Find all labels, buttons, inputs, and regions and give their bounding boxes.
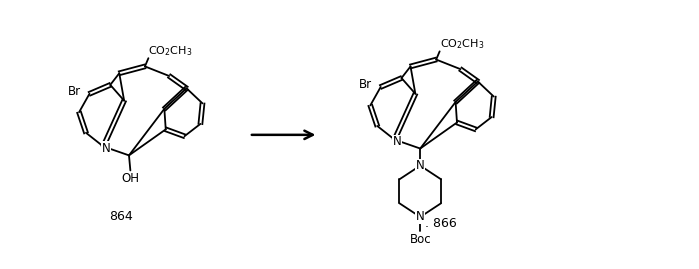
- Text: N: N: [416, 159, 424, 172]
- Text: N: N: [393, 135, 402, 148]
- Text: . 866: . 866: [425, 217, 457, 230]
- Text: N: N: [416, 210, 424, 224]
- Text: OH: OH: [122, 172, 139, 186]
- Text: 864: 864: [109, 210, 133, 224]
- Text: Br: Br: [68, 84, 81, 98]
- Text: N: N: [102, 142, 110, 155]
- Text: Boc: Boc: [410, 233, 431, 246]
- Text: CO$_2$CH$_3$: CO$_2$CH$_3$: [148, 44, 193, 58]
- Text: Br: Br: [359, 78, 373, 91]
- Text: CO$_2$CH$_3$: CO$_2$CH$_3$: [440, 38, 484, 51]
